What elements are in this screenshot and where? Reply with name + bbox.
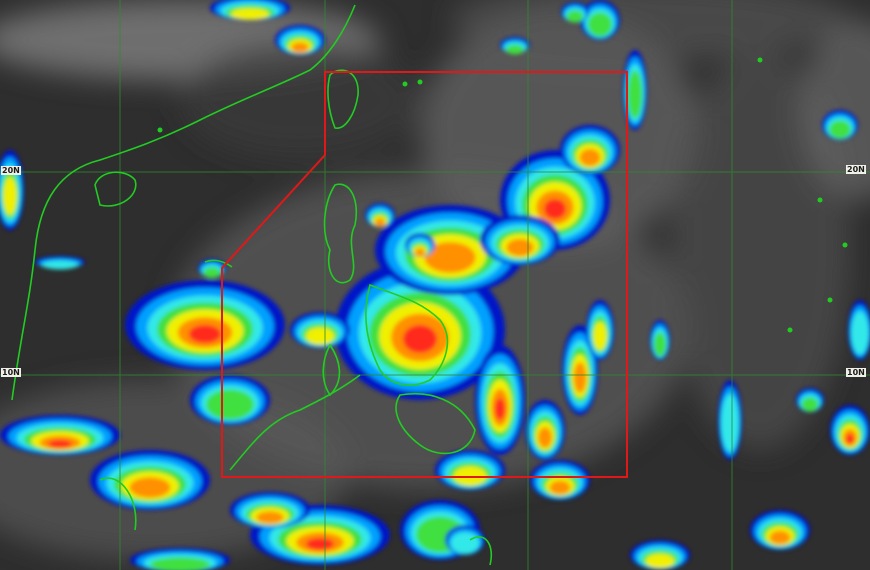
coastline-segment xyxy=(365,283,449,386)
island xyxy=(417,79,423,85)
cloud-intensity-ring xyxy=(256,511,284,524)
coastline-segment xyxy=(94,171,137,207)
island xyxy=(827,297,833,303)
cloud-intensity-ring xyxy=(851,311,869,355)
cloud-intensity-ring xyxy=(495,398,505,420)
cloud-intensity-ring xyxy=(579,149,601,166)
cloud-haze-patch xyxy=(800,20,870,200)
cloud-intensity-ring xyxy=(573,362,587,393)
lat-label-10n-left: 10N xyxy=(1,368,21,377)
cloud-intensity-ring xyxy=(566,10,584,23)
cloud-intensity-ring xyxy=(544,199,566,219)
cloud-intensity-ring xyxy=(414,248,426,257)
coastline-segment xyxy=(99,477,137,531)
island xyxy=(757,57,763,63)
coastline-segment xyxy=(323,183,357,284)
lat-label-20n-left: 20N xyxy=(1,166,21,175)
coastline-segment xyxy=(395,393,476,455)
lat-label-20n-right: 20N xyxy=(846,165,866,174)
cloud-intensity-ring xyxy=(203,267,221,278)
cloud-intensity-ring xyxy=(189,325,221,343)
cloud-intensity-ring xyxy=(627,70,643,119)
cloud-intensity-ring xyxy=(150,557,210,570)
cloud-intensity-ring xyxy=(230,8,270,20)
cloud-intensity-ring xyxy=(593,321,607,351)
island xyxy=(787,327,793,333)
coastline-segment xyxy=(11,249,36,401)
coastline-segment xyxy=(469,536,492,566)
cloud-haze-patch xyxy=(450,0,850,60)
cloud-intensity-ring xyxy=(506,44,524,55)
cloud-intensity-ring xyxy=(645,553,675,569)
cloud-intensity-ring xyxy=(588,12,612,37)
island xyxy=(842,242,848,248)
island xyxy=(817,197,823,203)
island xyxy=(402,81,408,87)
cloud-intensity-ring xyxy=(721,394,739,452)
cloud-intensity-ring xyxy=(306,538,334,550)
cloud-intensity-ring xyxy=(206,389,254,420)
cloud-intensity-ring xyxy=(829,120,851,139)
coastlines xyxy=(11,4,848,566)
island xyxy=(157,127,163,133)
area-of-responsibility-box xyxy=(221,71,628,478)
cloud-intensity-ring xyxy=(549,480,571,495)
cloud-intensity-ring xyxy=(846,434,854,444)
cloud-intensity-ring xyxy=(291,42,309,53)
cloud-intensity-ring xyxy=(424,242,476,273)
cloud-intensity-ring xyxy=(769,530,791,545)
cloud-intensity-ring xyxy=(506,239,534,256)
cloud-intensity-ring xyxy=(305,327,335,345)
coastline-segment xyxy=(229,374,361,471)
cloud-intensity-ring xyxy=(374,218,386,227)
coastline-segment xyxy=(34,4,356,251)
cloud-haze-patch xyxy=(670,50,850,450)
cloud-intensity-ring xyxy=(42,260,78,270)
lat-label-10n-right: 10N xyxy=(846,368,866,377)
cloud-intensity-ring xyxy=(450,532,480,554)
cloud-intensity-ring xyxy=(403,325,437,353)
cloud-intensity-ring xyxy=(3,176,17,216)
cloud-intensity-ring xyxy=(48,440,72,448)
cloud-intensity-ring xyxy=(654,332,666,357)
cloud-intensity-ring xyxy=(538,427,552,448)
cloud-intensity-ring xyxy=(801,397,819,412)
cloud-haze-patch xyxy=(180,40,420,160)
coastline-segment xyxy=(204,259,233,268)
cloud-intensity-ring xyxy=(129,477,171,498)
